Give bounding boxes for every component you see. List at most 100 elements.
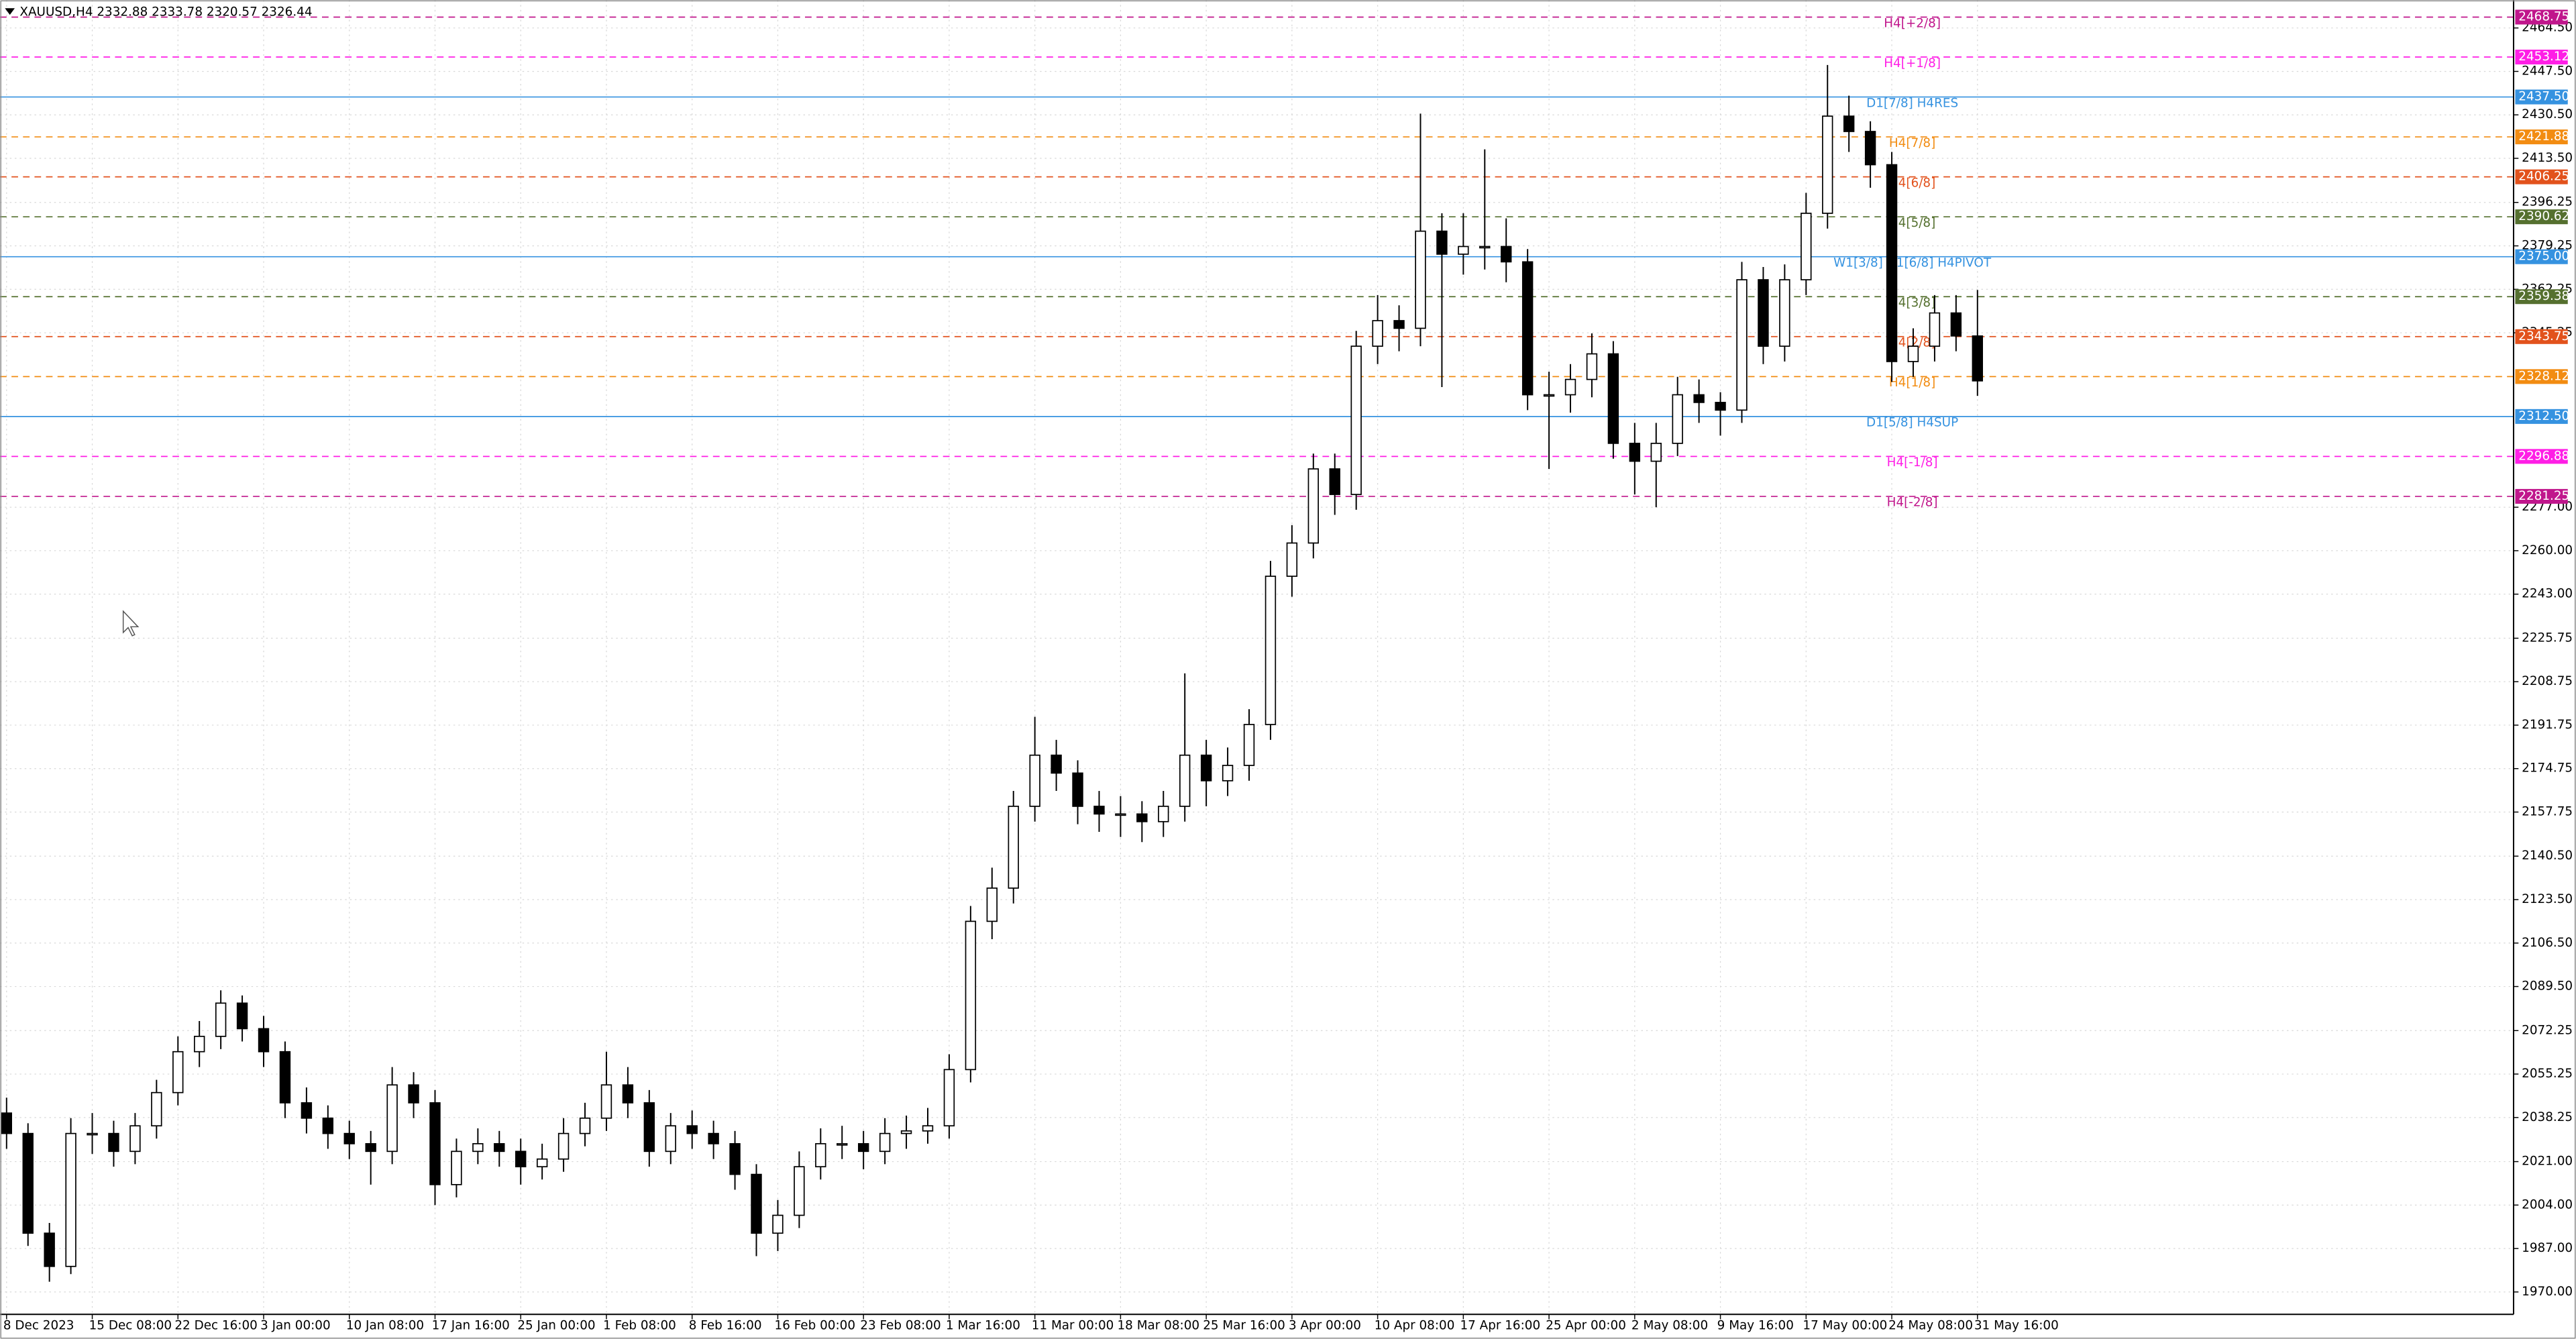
candle-body [65, 1132, 76, 1267]
x-tick-label: 15 Dec 08:00 [89, 1318, 172, 1332]
candle-body [1779, 279, 1790, 347]
x-tick-label: 17 Apr 16:00 [1460, 1318, 1540, 1332]
candle-body [837, 1143, 848, 1146]
price-box [2515, 449, 2568, 464]
candle-body [343, 1132, 355, 1144]
candle-body [986, 887, 998, 922]
price-box [2515, 50, 2568, 65]
price-box-label: 2468.75 [2518, 9, 2569, 23]
candle-body [729, 1143, 741, 1175]
candle-body [943, 1069, 955, 1127]
y-tick-label: 2174.75 [2522, 761, 2573, 775]
candle-body [665, 1125, 676, 1153]
candle-body [1179, 754, 1191, 807]
price-box [2515, 329, 2568, 344]
price-box [2515, 289, 2568, 305]
x-tick-label: 1 Feb 08:00 [603, 1318, 676, 1332]
candle-body [215, 1002, 227, 1037]
candle-body [1672, 394, 1683, 444]
x-tick-label: 31 May 16:00 [1974, 1318, 2059, 1332]
price-box [2515, 9, 2568, 25]
y-tick-label: 2004.00 [2522, 1197, 2573, 1212]
price-box [2515, 129, 2568, 145]
candle-body [794, 1166, 805, 1216]
price-box [2515, 488, 2568, 504]
x-tick-label: 11 Mar 00:00 [1032, 1318, 1114, 1332]
candle-body [301, 1102, 313, 1119]
menu-triangle[interactable] [5, 8, 15, 15]
x-tick-label: 8 Dec 2023 [3, 1318, 74, 1332]
candle-body [1115, 813, 1126, 816]
y-tick-label: 1970.00 [2522, 1285, 2573, 1299]
y-tick-label: 2072.25 [2522, 1023, 2573, 1037]
candle-body [708, 1132, 719, 1144]
candle-body [194, 1035, 205, 1053]
candle-body [151, 1091, 162, 1127]
y-tick-label: 2123.50 [2522, 892, 2573, 906]
candle-body [1286, 542, 1298, 577]
price-box-label: 2375.00 [2518, 250, 2569, 264]
x-tick-label: 10 Jan 08:00 [346, 1318, 424, 1332]
symbol-header: XAUUSD,H4 2332.88 2333.78 2320.57 2326.4… [19, 5, 312, 19]
price-box-label: 2296.88 [2518, 449, 2569, 463]
candle-body [408, 1084, 419, 1104]
candle-body [1200, 754, 1212, 782]
candle-body [1222, 765, 1234, 782]
y-tick-label: 2430.50 [2522, 107, 2573, 121]
x-tick-label: 25 Apr 00:00 [1546, 1318, 1626, 1332]
price-box-label: 2328.12 [2518, 369, 2569, 383]
candle-body [472, 1143, 484, 1153]
y-tick-label: 2089.50 [2522, 979, 2573, 994]
candle-body [1801, 213, 1812, 280]
candle-body [322, 1117, 334, 1134]
x-tick-label: 25 Jan 00:00 [517, 1318, 595, 1332]
candle-body [1501, 246, 1512, 263]
candle-body [857, 1143, 869, 1153]
candle-body [429, 1102, 441, 1185]
grid [0, 0, 2514, 1315]
x-tick-label: 16 Feb 00:00 [775, 1318, 855, 1332]
price-box-label: 2421.88 [2518, 129, 2569, 144]
candle-body [815, 1143, 826, 1168]
candle-body [622, 1084, 634, 1104]
candle-body [1629, 443, 1641, 462]
candle-body [1372, 320, 1383, 347]
y-tick-label: 2140.50 [2522, 849, 2573, 863]
level-label: H4[+2/8] [1884, 16, 1941, 30]
candle-body [1243, 724, 1255, 766]
candle-body [1307, 468, 1320, 544]
candle-body [557, 1132, 570, 1160]
candle-body [494, 1143, 505, 1153]
x-tick-label: 18 Mar 08:00 [1118, 1318, 1200, 1332]
candle-body [600, 1084, 612, 1119]
price-box-label: 2281.25 [2518, 489, 2569, 503]
x-tick-label: 10 Apr 08:00 [1375, 1318, 1455, 1332]
level-label: H4[3/8] [1889, 296, 1935, 310]
candle-body [1436, 230, 1448, 255]
level-label: H4[6/8] [1889, 176, 1935, 190]
price-box-label: 2343.75 [2518, 329, 2569, 343]
candle-body [1843, 115, 1855, 132]
candle-body [279, 1051, 291, 1104]
candle-body [1864, 131, 1876, 166]
candle-body [1136, 813, 1148, 822]
x-tick-label: 24 May 08:00 [1888, 1318, 1973, 1332]
x-tick-label: 2 May 08:00 [1631, 1318, 1708, 1332]
candle-body [1479, 246, 1491, 249]
candle-body [129, 1125, 141, 1153]
level-label: H4[2/8] [1889, 336, 1935, 350]
price-box-label: 2406.25 [2518, 170, 2569, 184]
candle-body [1929, 312, 1941, 347]
x-tick-label: 1 Mar 16:00 [946, 1318, 1020, 1332]
level-label: D1[5/8] H4SUP [1866, 416, 1958, 430]
price-box [2515, 89, 2568, 105]
candle-body [1521, 261, 1534, 396]
price-box [2515, 409, 2568, 424]
x-tick-label: 25 Mar 16:00 [1203, 1318, 1285, 1332]
y-tick-label: 2260.00 [2522, 543, 2573, 557]
candle-body [22, 1132, 34, 1234]
candle-body [772, 1214, 784, 1234]
